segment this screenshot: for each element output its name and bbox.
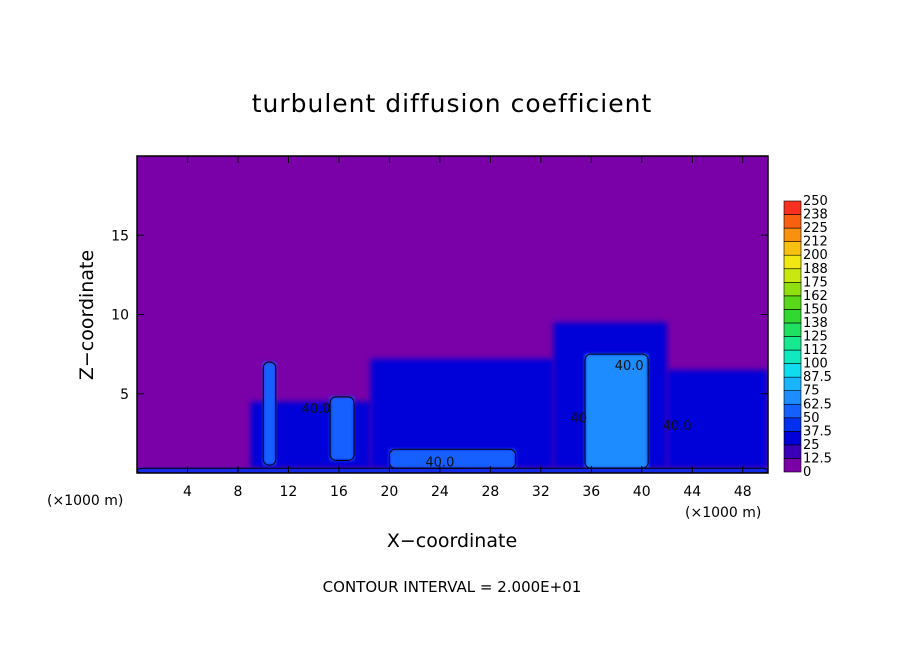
colorbar-label: 25 [803,438,820,453]
colorbar-label: 12.5 [803,451,832,466]
colorbar-swatch [783,309,802,324]
contour-label: 40.0 [302,402,331,417]
colorbar-label: 200 [803,248,828,263]
colorbar-swatch [783,444,802,459]
contour-interval-note: CONTOUR INTERVAL = 2.000E+01 [323,578,582,596]
colorbar-label: 0 [803,465,811,480]
colorbar-swatch [783,417,802,432]
x-tick-label: 12 [280,484,298,500]
colorbar-label: 87.5 [803,370,832,385]
y-axis-label: Z−coordinate [76,250,98,380]
colorbar-swatch [783,200,802,215]
x-tick-label: 28 [481,484,499,500]
colorbar-swatch [783,295,802,310]
colorbar-label: 188 [803,262,828,277]
y-tick-label: 10 [111,308,129,324]
contour-label: 40.0 [615,359,644,374]
colorbar-swatch [783,254,802,270]
contour-label: 40.0 [425,456,454,471]
colorbar-swatch [783,363,802,378]
colorbar-label: 225 [803,221,828,236]
y-tick-label: 5 [120,387,129,403]
colorbar-swatch [783,336,802,351]
x-tick-label: 16 [330,484,348,500]
colorbar-label: 75 [803,384,820,399]
colorbar-swatch [783,241,802,256]
colorbar-label: 125 [803,330,828,345]
field-region [389,449,516,469]
y-tick-label: 15 [111,228,129,244]
contour-label: 40.0 [663,419,692,434]
colorbar-swatch [783,349,802,364]
colorbar-swatch [783,431,802,446]
colorbar-label: 238 [803,208,828,223]
field-region [330,396,355,461]
field-region [667,369,768,469]
colorbar-swatch [783,268,802,283]
x-tick-label: 8 [233,484,242,500]
x-unit-left: (×1000 m) [47,493,123,509]
colorbar-swatch [783,322,802,337]
colorbar-label: 150 [803,302,828,317]
colorbar: 012.52537.55062.57587.510011212513815016… [783,194,832,480]
colorbar-swatch [783,390,802,405]
colorbar-swatch [783,403,802,419]
colorbar-swatch [783,227,802,242]
y-axis-ticks: 5 10 15 [111,228,768,403]
colorbar-swatch [783,281,802,297]
colorbar-label: 62.5 [803,397,832,412]
colorbar-label: 175 [803,275,828,290]
contour-labels: 40.0 40.0 40 40.0 40.0 [302,359,692,471]
field-region [137,385,251,469]
plot-area [137,156,768,473]
colorbar-swatch [783,376,802,391]
colorbar-label: 50 [803,411,820,426]
x-tick-label: 4 [183,484,192,500]
x-tick-label: 44 [683,484,701,500]
x-tick-label: 48 [734,484,752,500]
x-tick-label: 24 [431,484,449,500]
x-tick-label: 32 [532,484,550,500]
colorbar-label: 100 [803,357,828,372]
colorbar-label: 37.5 [803,424,832,439]
colorbar-swatch [783,214,802,229]
colorbar-label: 212 [803,235,828,250]
colorbar-label: 250 [803,194,828,209]
x-tick-label: 20 [380,484,398,500]
field-region [137,468,768,473]
colorbar-swatch [783,458,802,473]
x-axis-ticks: 4 8 12 16 20 24 28 32 36 40 44 48 [183,156,752,500]
x-unit-right: (×1000 m) [685,505,761,521]
contour-line [262,361,277,466]
field-region [585,354,649,469]
chart-title: turbulent diffusion coefficient [252,89,653,118]
x-tick-label: 40 [633,484,651,500]
colorbar-label: 112 [803,343,828,358]
contour-label: 40 [570,411,587,426]
colorbar-label: 162 [803,289,828,304]
x-tick-label: 36 [582,484,600,500]
field-region [263,362,276,466]
contour-line [329,396,355,461]
x-axis-label: X−coordinate [387,530,517,552]
colorbar-label: 138 [803,316,828,331]
